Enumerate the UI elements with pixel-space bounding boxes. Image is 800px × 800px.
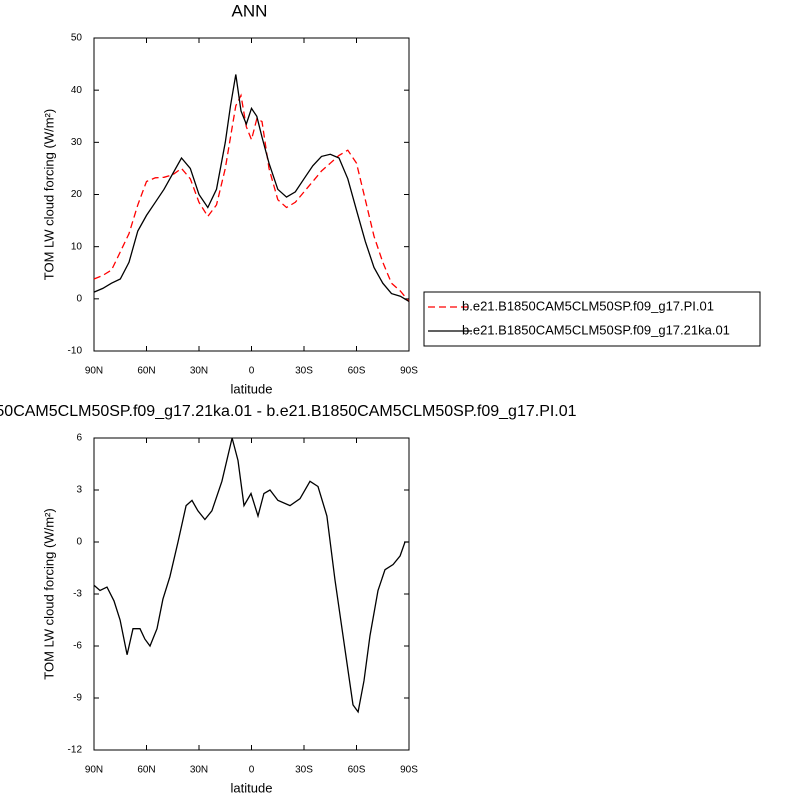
x-tick-label: 60N	[137, 765, 155, 776]
x-axis-label: latitude	[231, 381, 273, 396]
y-tick-label: 0	[76, 293, 82, 304]
chart-title: b.e21.B1850CAM5CLM50SP.f09_g17.21ka.01 -…	[0, 403, 577, 420]
chart-title: ANN	[232, 1, 268, 20]
x-tick-label: 90S	[400, 366, 418, 377]
y-axis-label: TOM LW cloud forcing (W/m²)	[41, 109, 56, 280]
y-tick-label: 30	[71, 137, 83, 148]
x-tick-label: 60N	[137, 366, 155, 377]
data-line	[93, 437, 409, 714]
y-tick-label: -12	[68, 745, 83, 756]
y-tick-label: -6	[73, 641, 82, 652]
x-tick-label: 60S	[348, 765, 366, 776]
x-tick-label: 90S	[400, 765, 418, 776]
y-tick-label: 6	[76, 433, 82, 444]
legend-label: b.e21.B1850CAM5CLM50SP.f09_g17.PI.01	[462, 298, 714, 313]
x-tick-label: 30N	[190, 765, 208, 776]
x-tick-label: 0	[249, 765, 255, 776]
x-tick-label: 60S	[348, 366, 366, 377]
y-tick-label: 20	[71, 189, 83, 200]
y-tick-label: 50	[71, 33, 83, 44]
y-tick-label: 40	[71, 85, 83, 96]
plot-frame	[93, 437, 410, 751]
legend-label: b.e21.B1850CAM5CLM50SP.f09_g17.21ka.01	[462, 322, 730, 337]
x-tick-label: 90N	[85, 366, 103, 377]
y-tick-label: 10	[71, 241, 83, 252]
x-tick-label: 30S	[295, 366, 313, 377]
legend-box	[423, 291, 761, 347]
y-axis-label: TOM LW cloud forcing (W/m²)	[41, 508, 56, 679]
y-tick-label: -9	[73, 693, 82, 704]
y-tick-label: -10	[68, 346, 83, 357]
y-tick-label: 3	[76, 485, 82, 496]
data-line	[93, 74, 410, 302]
y-tick-label: -3	[73, 589, 82, 600]
data-line	[93, 93, 410, 302]
x-tick-label: 30S	[295, 765, 313, 776]
y-tick-label: 0	[76, 537, 82, 548]
x-tick-label: 0	[249, 366, 255, 377]
plot-frame	[93, 37, 410, 352]
x-tick-label: 90N	[85, 765, 103, 776]
x-axis-label: latitude	[231, 780, 273, 795]
x-tick-label: 30N	[190, 366, 208, 377]
